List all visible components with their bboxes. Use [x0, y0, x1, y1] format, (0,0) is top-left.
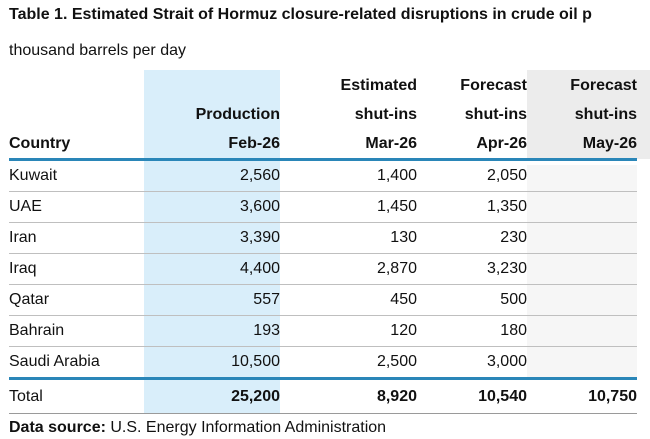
- forecast-apr-cell: 3,230: [417, 253, 527, 285]
- total-label: Total: [9, 378, 144, 414]
- header-forecast-may: Forecast shut-ins May-26: [570, 77, 637, 152]
- country-cell: Bahrain: [9, 315, 144, 347]
- estimated-cell: 120: [280, 315, 417, 347]
- table-title: Table 1. Estimated Strait of Hormuz clos…: [9, 6, 592, 23]
- production-column-shade: [144, 70, 280, 159]
- table-row: Bahrain 193 120 180: [9, 315, 637, 347]
- total-forecast-apr: 10,540: [417, 378, 527, 414]
- forecast-may-cell: [527, 284, 637, 316]
- country-cell: Iran: [9, 222, 144, 254]
- forecast-apr-cell: 3,000: [417, 346, 527, 380]
- header-estimated-shut-ins: Estimated shut-ins Mar-26: [340, 77, 417, 152]
- forecast-may-cell: [527, 315, 637, 347]
- table-row: Qatar 557 450 500: [9, 284, 637, 316]
- country-cell: Qatar: [9, 284, 144, 316]
- total-estimated: 8,920: [280, 378, 417, 414]
- header-row: Country Production Feb-26 Estimated shut…: [9, 70, 637, 160]
- production-cell: 3,600: [144, 191, 280, 223]
- production-cell: 3,390: [144, 222, 280, 254]
- forecast-apr-cell: 500: [417, 284, 527, 316]
- header-forecast-apr: Forecast shut-ins Apr-26: [460, 77, 527, 152]
- table-row: Saudi Arabia 10,500 2,500 3,000: [9, 346, 637, 380]
- data-source-label: Data source:: [9, 419, 106, 436]
- data-source-text: U.S. Energy Information Administration: [105, 419, 387, 436]
- table-row: Kuwait 2,560 1,400 2,050: [9, 159, 637, 192]
- forecast-apr-cell: 230: [417, 222, 527, 254]
- table-row: Iraq 4,400 2,870 3,230: [9, 253, 637, 285]
- country-cell: Saudi Arabia: [9, 346, 144, 380]
- header-country: Country: [9, 135, 71, 152]
- country-cell: Iraq: [9, 253, 144, 285]
- estimated-cell: 130: [280, 222, 417, 254]
- production-cell: 2,560: [144, 159, 280, 192]
- estimated-cell: 1,400: [280, 159, 417, 192]
- total-production: 25,200: [144, 378, 280, 414]
- table-subtitle: thousand barrels per day: [9, 42, 186, 59]
- estimated-cell: 1,450: [280, 191, 417, 223]
- forecast-apr-cell: 2,050: [417, 159, 527, 192]
- disruptions-table: Country Production Feb-26 Estimated shut…: [9, 70, 637, 414]
- production-cell: 193: [144, 315, 280, 347]
- may-column-shade: [527, 70, 650, 159]
- header-production: Production Feb-26: [195, 106, 280, 152]
- forecast-may-cell: [527, 191, 637, 223]
- production-cell: 10,500: [144, 346, 280, 380]
- country-cell: Kuwait: [9, 159, 144, 192]
- total-forecast-may: 10,750: [527, 378, 637, 414]
- forecast-may-cell: [527, 159, 637, 192]
- forecast-apr-cell: 180: [417, 315, 527, 347]
- forecast-may-cell: [527, 222, 637, 254]
- forecast-apr-cell: 1,350: [417, 191, 527, 223]
- production-cell: 4,400: [144, 253, 280, 285]
- country-cell: UAE: [9, 191, 144, 223]
- total-row: Total 25,200 8,920 10,540 10,750: [9, 378, 637, 414]
- forecast-may-cell: [527, 253, 637, 285]
- production-cell: 557: [144, 284, 280, 316]
- forecast-may-cell: [527, 346, 637, 380]
- estimated-cell: 2,870: [280, 253, 417, 285]
- table-row: Iran 3,390 130 230: [9, 222, 637, 254]
- estimated-cell: 450: [280, 284, 417, 316]
- data-source-note: Data source: U.S. Energy Information Adm…: [9, 417, 386, 439]
- estimated-cell: 2,500: [280, 346, 417, 380]
- table-row: UAE 3,600 1,450 1,350: [9, 191, 637, 223]
